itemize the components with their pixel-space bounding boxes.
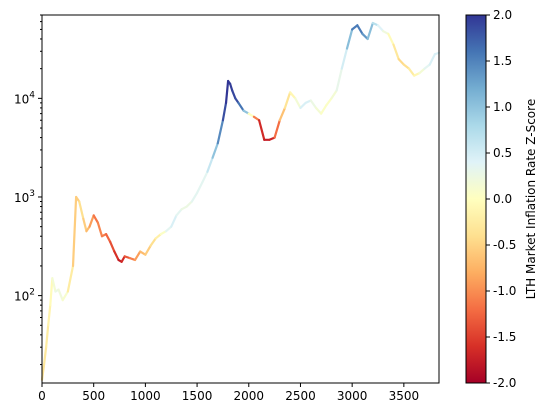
line-segment — [170, 214, 178, 228]
line-segment — [224, 79, 230, 104]
line-segment — [433, 51, 441, 56]
line-segment — [45, 324, 50, 349]
line-segment — [88, 214, 95, 228]
line-segment — [309, 99, 318, 110]
line-segment — [66, 264, 75, 293]
line-segment — [366, 21, 374, 41]
colorbar-tick-label: 2.0 — [493, 8, 512, 22]
y-axis: 102 103 104 — [14, 14, 42, 366]
line-segment — [144, 244, 152, 256]
colorbar-gradient — [465, 14, 487, 384]
line-segment — [325, 97, 333, 107]
line-segment — [428, 53, 436, 66]
x-axis: 0 500 1000 1500 2000 2500 3000 3500 — [38, 383, 419, 403]
line-segment — [164, 225, 173, 233]
line-segment — [278, 106, 287, 122]
line-segment — [175, 208, 183, 217]
line-segment — [283, 91, 292, 110]
line-segment — [109, 240, 116, 253]
line-segment — [133, 250, 142, 262]
line-segment — [78, 200, 85, 220]
colorbar-tick-label: -0.5 — [493, 238, 516, 252]
line-segment — [51, 277, 57, 293]
line-segment — [71, 195, 78, 268]
line-segment — [376, 24, 385, 33]
y-tick-label: 102 — [14, 288, 35, 304]
colorbar-label: LTH Market Inflation Rate Z-Score — [524, 99, 538, 299]
line-segment — [231, 89, 237, 100]
colorbar-tick-label: 1.5 — [493, 54, 512, 68]
line-segment — [345, 28, 354, 50]
line-segment — [221, 101, 228, 122]
line-segment — [335, 67, 343, 92]
line-segment — [273, 119, 281, 139]
colorbar-tick-label: 0.0 — [493, 192, 512, 206]
line-segment — [294, 97, 302, 110]
x-tick-label: 1000 — [130, 389, 161, 403]
x-tick-label: 3500 — [389, 389, 420, 403]
line-segment — [82, 217, 88, 233]
line-segment — [47, 304, 52, 327]
y-tick-label: 103 — [14, 189, 35, 205]
colorbar: -2.0 -1.5 -1.0 -0.5 0.0 0.5 1.0 1.5 2.0 LTH Mark… — [465, 8, 538, 390]
line-segment — [154, 233, 162, 240]
line-segment — [206, 156, 214, 173]
line-segment — [418, 67, 426, 75]
line-segment — [104, 233, 112, 244]
colorbar-tick-label: -1.0 — [493, 284, 516, 298]
line-segment — [190, 191, 199, 203]
colorbar-tick-label: -1.5 — [493, 330, 516, 344]
line-segment — [229, 82, 234, 92]
line-segment — [340, 47, 349, 70]
y-tick-label: 104 — [14, 90, 35, 106]
line-segment — [49, 277, 54, 307]
x-tick-label: 3000 — [337, 389, 368, 403]
line-segment — [92, 214, 99, 224]
line-segment — [387, 32, 395, 46]
price-line — [40, 21, 441, 381]
x-tick-label: 2000 — [233, 389, 264, 403]
line-segment — [42, 346, 48, 366]
line-segment — [195, 181, 204, 194]
line-segment — [57, 288, 64, 302]
line-segment — [201, 170, 209, 184]
plot-frame — [41, 14, 440, 384]
line-segment — [392, 43, 400, 61]
line-segment — [113, 250, 120, 262]
x-tick-label: 1500 — [182, 389, 213, 403]
line-segment — [216, 119, 225, 145]
x-tick-label: 0 — [38, 389, 46, 403]
colorbar-tick-label: -2.0 — [493, 376, 516, 390]
colorbar-tick-label: 0.5 — [493, 146, 512, 160]
line-segment — [237, 101, 245, 112]
line-segment — [185, 200, 194, 208]
colorbar-ticks: -2.0 -1.5 -1.0 -0.5 0.0 0.5 1.0 1.5 2.0 — [486, 8, 516, 390]
line-segment — [320, 104, 328, 115]
line-segment — [299, 101, 307, 110]
line-segment — [314, 106, 323, 115]
line-segment — [407, 67, 416, 77]
line-segment — [61, 290, 69, 302]
x-tick-label: 2500 — [285, 389, 316, 403]
line-segment — [397, 58, 405, 66]
line-segment — [96, 221, 104, 238]
line-segment — [149, 237, 157, 247]
line-segment — [356, 24, 364, 36]
x-tick-label: 500 — [82, 389, 105, 403]
colorbar-tick-label: 1.0 — [493, 100, 512, 114]
line-segment — [330, 89, 338, 100]
line-segment — [258, 119, 266, 141]
line-segment — [211, 142, 219, 159]
line-segment — [289, 91, 297, 100]
